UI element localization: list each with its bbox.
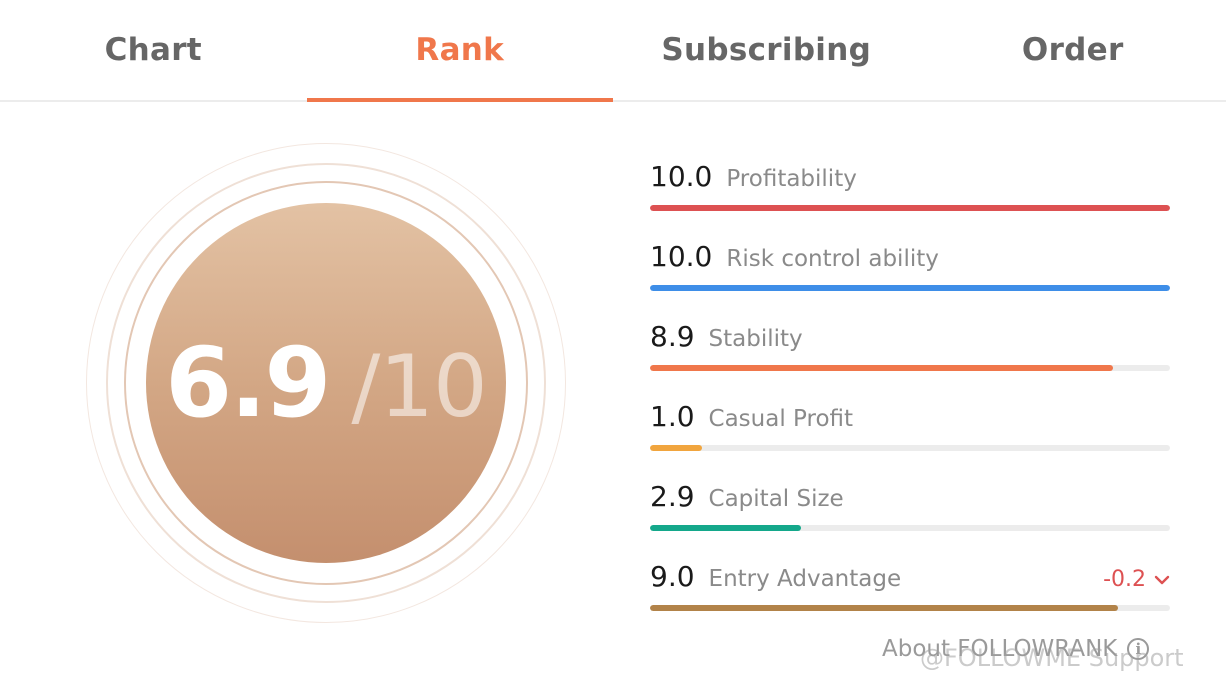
- metric-value: 8.9: [650, 320, 695, 353]
- tab-chart[interactable]: Chart: [104, 32, 202, 68]
- metric-bar-track: [650, 525, 1170, 531]
- tab-bar: Chart Rank Subscribing Order: [0, 0, 1226, 102]
- score-middle-ring: [106, 163, 546, 603]
- metrics-list: 10.0 Profitability 10.0 Risk control abi…: [650, 160, 1170, 640]
- score-disc: 6.9 /10: [146, 203, 506, 563]
- metric-label: Risk control ability: [726, 246, 939, 272]
- chevron-down-icon: [1154, 575, 1170, 584]
- metric-label: Capital Size: [708, 486, 844, 512]
- metric-bar-track: [650, 365, 1170, 371]
- score-max: /10: [351, 337, 487, 437]
- metric-label: Stability: [708, 326, 803, 352]
- metric-change-toggle[interactable]: -0.2: [1103, 567, 1170, 592]
- metric-bar-track: [650, 285, 1170, 291]
- metric-bar-fill: [650, 205, 1170, 211]
- tab-subscribing[interactable]: Subscribing: [661, 32, 872, 68]
- score-text: 6.9 /10: [165, 327, 487, 439]
- metric-casual-profit: 1.0 Casual Profit: [650, 400, 1170, 480]
- metric-bar-fill: [650, 445, 702, 451]
- about-followrank-link[interactable]: About FOLLOWRANK i: [882, 636, 1150, 662]
- metric-bar-fill: [650, 525, 801, 531]
- score-value: 6.9: [165, 327, 331, 439]
- tab-order[interactable]: Order: [1021, 32, 1124, 68]
- rank-score-circle: 6.9 /10: [86, 143, 566, 623]
- metric-entry-advantage: 9.0 Entry Advantage -0.2: [650, 560, 1170, 640]
- metric-change-value: -0.2: [1103, 567, 1146, 592]
- about-label: About FOLLOWRANK: [882, 636, 1118, 662]
- metric-bar-fill: [650, 605, 1118, 611]
- metric-risk-control: 10.0 Risk control ability: [650, 240, 1170, 320]
- score-inner-ring: [124, 181, 528, 585]
- score-outer-ring: [86, 143, 566, 623]
- metric-bar-track: [650, 205, 1170, 211]
- metric-label: Profitability: [726, 166, 857, 192]
- tab-rank[interactable]: Rank: [306, 0, 614, 102]
- metric-label: Entry Advantage: [708, 566, 902, 592]
- metric-bar-track: [650, 605, 1170, 611]
- metric-capital-size: 2.9 Capital Size: [650, 480, 1170, 560]
- metric-bar-fill: [650, 365, 1113, 371]
- info-icon: i: [1127, 638, 1150, 660]
- metric-bar-track: [650, 445, 1170, 451]
- metric-value: 9.0: [650, 560, 695, 593]
- metric-profitability: 10.0 Profitability: [650, 160, 1170, 240]
- metric-label: Casual Profit: [708, 406, 854, 432]
- metric-bar-fill: [650, 285, 1170, 291]
- metric-value: 10.0: [650, 160, 713, 193]
- metric-value: 2.9: [650, 480, 695, 513]
- metric-stability: 8.9 Stability: [650, 320, 1170, 400]
- metric-value: 10.0: [650, 240, 713, 273]
- metric-value: 1.0: [650, 400, 695, 433]
